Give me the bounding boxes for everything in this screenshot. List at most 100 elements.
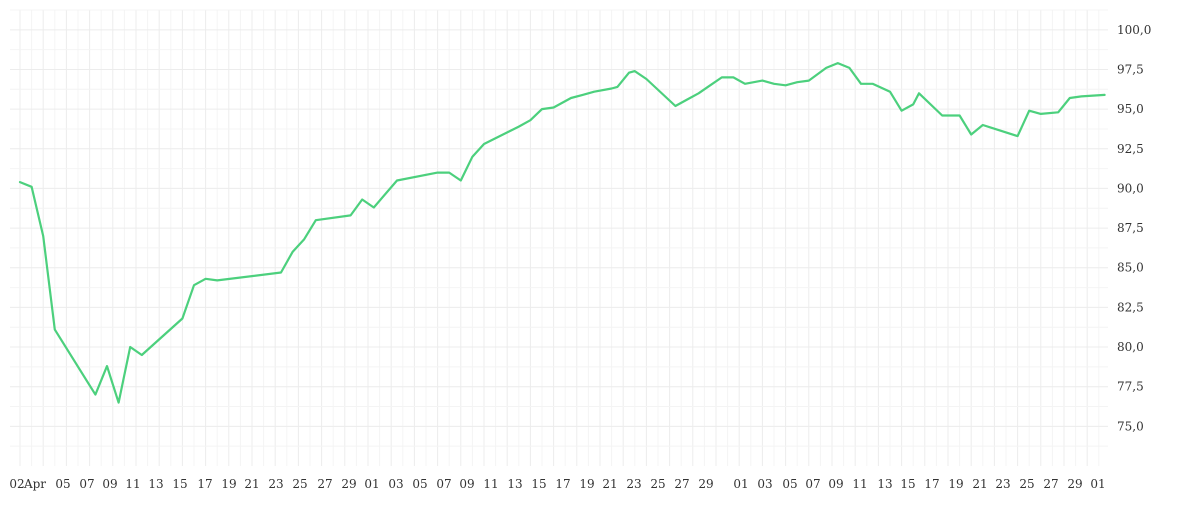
- data-point: [634, 70, 636, 72]
- y-tick-label: 90,0: [1117, 181, 1144, 195]
- data-point: [361, 199, 363, 201]
- x-tick-label: 17: [555, 477, 570, 491]
- x-tick-label: 01: [364, 477, 379, 491]
- x-tick-label: 15: [172, 477, 187, 491]
- y-tick-label: 80,0: [1117, 340, 1144, 354]
- data-point: [646, 78, 648, 80]
- data-point: [773, 83, 775, 85]
- data-point: [628, 72, 630, 74]
- data-point: [437, 172, 439, 174]
- data-point: [396, 180, 398, 182]
- y-tick-label: 77,5: [1117, 380, 1144, 394]
- x-tick-label: 29: [1067, 477, 1082, 491]
- data-point: [611, 88, 613, 90]
- data-point: [292, 251, 294, 253]
- data-point: [95, 394, 97, 396]
- data-point: [762, 80, 764, 82]
- data-point: [698, 93, 700, 95]
- data-point: [593, 91, 595, 93]
- data-point: [141, 354, 143, 356]
- data-point: [675, 105, 677, 107]
- data-point: [350, 215, 352, 217]
- y-tick-label: 95,0: [1117, 102, 1144, 116]
- x-tick-label: 21: [602, 477, 617, 491]
- data-point: [541, 108, 543, 110]
- data-point: [825, 67, 827, 69]
- series-layer: [18, 61, 1106, 404]
- data-point: [1069, 97, 1071, 99]
- x-tick-label: 19: [579, 477, 594, 491]
- x-tick-label: 13: [877, 477, 892, 491]
- x-tick-label: 05: [412, 477, 427, 491]
- x-tick-label: 11: [125, 477, 140, 491]
- y-axis: 100,0 97,5 95,0 92,5 90,0 87,5 85,0 82,5 80,0 77,…: [1117, 23, 1151, 434]
- x-tick-label: 19: [221, 477, 236, 491]
- data-point: [483, 143, 485, 145]
- data-point: [129, 346, 131, 348]
- x-tick-label: 13: [507, 477, 522, 491]
- data-point: [849, 67, 851, 69]
- data-point: [54, 329, 56, 331]
- x-tick-label: 19: [948, 477, 963, 491]
- data-point: [582, 94, 584, 96]
- data-point: [889, 91, 891, 93]
- x-tick-label: 27: [674, 477, 689, 491]
- y-tick-label: 82,5: [1117, 300, 1144, 314]
- x-tick-label: 13: [148, 477, 163, 491]
- data-point: [941, 115, 943, 117]
- data-point: [860, 83, 862, 85]
- data-point: [216, 280, 218, 282]
- data-point: [982, 124, 984, 126]
- data-point: [448, 172, 450, 174]
- data-point: [118, 402, 120, 404]
- data-point: [796, 81, 798, 83]
- data-point: [1081, 96, 1083, 98]
- data-point: [744, 83, 746, 85]
- data-point: [721, 77, 723, 79]
- data-point: [733, 77, 735, 79]
- x-tick-label: 02: [9, 477, 24, 491]
- x-tick-label: 25: [650, 477, 665, 491]
- x-tick-label: 01: [1090, 477, 1105, 491]
- data-point: [106, 365, 108, 367]
- data-point: [205, 278, 207, 280]
- data-point: [303, 238, 305, 240]
- data-point: [19, 181, 21, 183]
- x-tick-label: 01: [733, 477, 748, 491]
- x-tick-label: 23: [626, 477, 641, 491]
- x-tick-label: 23: [268, 477, 283, 491]
- x-tick-label: 25: [1019, 477, 1034, 491]
- data-point: [1040, 113, 1042, 115]
- data-point: [570, 97, 572, 99]
- x-tick-label: 29: [341, 477, 356, 491]
- data-point: [182, 318, 184, 320]
- x-tick-label: 15: [900, 477, 915, 491]
- x-tick-label: 27: [1043, 477, 1058, 491]
- y-tick-label: 85,0: [1117, 261, 1144, 275]
- data-point: [518, 126, 520, 128]
- series-line: [18, 61, 1106, 404]
- data-point: [808, 80, 810, 82]
- x-tick-label: Apr: [23, 477, 46, 491]
- x-tick-label: 05: [55, 477, 70, 491]
- data-point: [280, 272, 282, 274]
- data-point: [686, 99, 688, 101]
- x-tick-label: 07: [805, 477, 820, 491]
- x-tick-label: 23: [995, 477, 1010, 491]
- data-point: [709, 85, 711, 87]
- data-point: [472, 156, 474, 158]
- y-tick-label: 92,5: [1117, 142, 1144, 156]
- x-tick-label: 21: [972, 477, 987, 491]
- data-point: [193, 284, 195, 286]
- x-tick-label: 27: [317, 477, 332, 491]
- grid: [10, 9, 1108, 466]
- y-tick-label: 97,5: [1117, 62, 1144, 76]
- x-tick-label: 05: [782, 477, 797, 491]
- x-tick-label: 29: [698, 477, 713, 491]
- data-point: [42, 235, 44, 237]
- x-tick-label: 25: [292, 477, 307, 491]
- data-point: [1017, 135, 1019, 137]
- x-tick-label: 17: [924, 477, 939, 491]
- x-tick-label: 15: [531, 477, 546, 491]
